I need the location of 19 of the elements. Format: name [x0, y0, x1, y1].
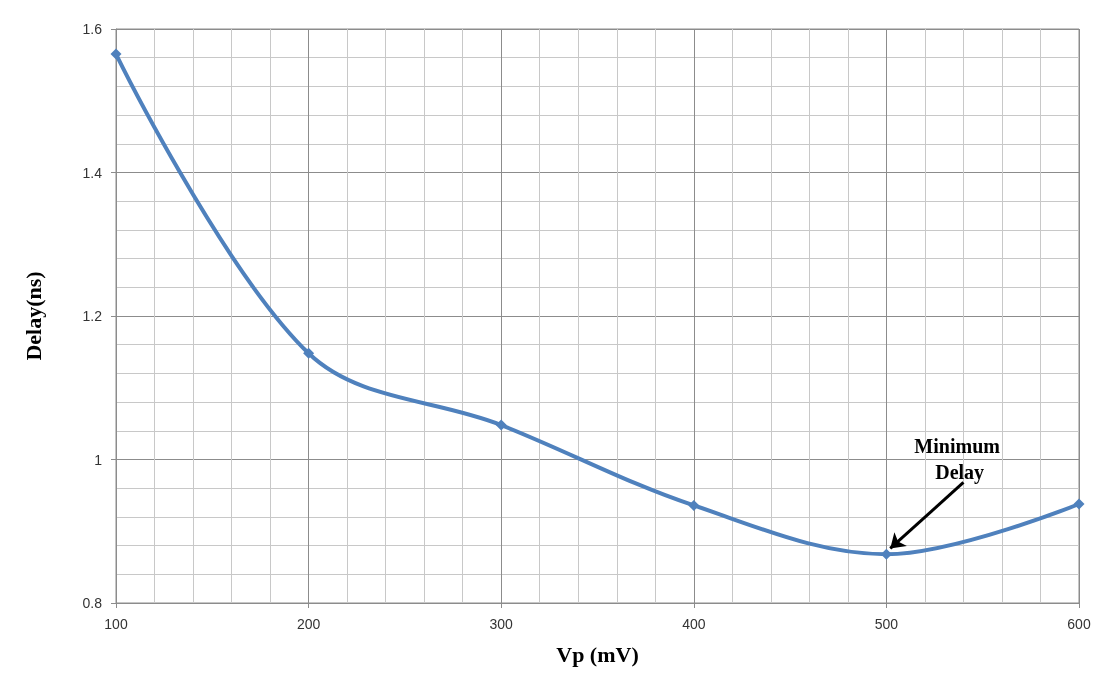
y-tick-label: 1.4	[82, 164, 103, 181]
y-tick-label: 1.6	[82, 21, 103, 37]
point	[688, 499, 700, 511]
x-tick-label: 300	[489, 616, 514, 632]
x-axis-title: Vp (mV)	[556, 641, 639, 667]
x-tick-label: 200	[296, 616, 321, 632]
y-tick-label: 1	[94, 451, 103, 468]
point	[110, 48, 122, 60]
x-tick-label: 600	[1067, 616, 1091, 632]
y-tick-label: 0.8	[82, 595, 103, 611]
y-axis-title: Delay(ns)	[20, 271, 46, 361]
x-tick-label: 500	[874, 616, 899, 632]
annotation: Minimum Delay	[914, 435, 1001, 485]
point	[303, 347, 315, 359]
point	[1073, 498, 1085, 510]
y-tick-label: 1.2	[82, 308, 103, 324]
point	[495, 419, 507, 431]
x-tick-label: 100	[104, 616, 128, 632]
x-tick-label: 400	[682, 616, 706, 632]
